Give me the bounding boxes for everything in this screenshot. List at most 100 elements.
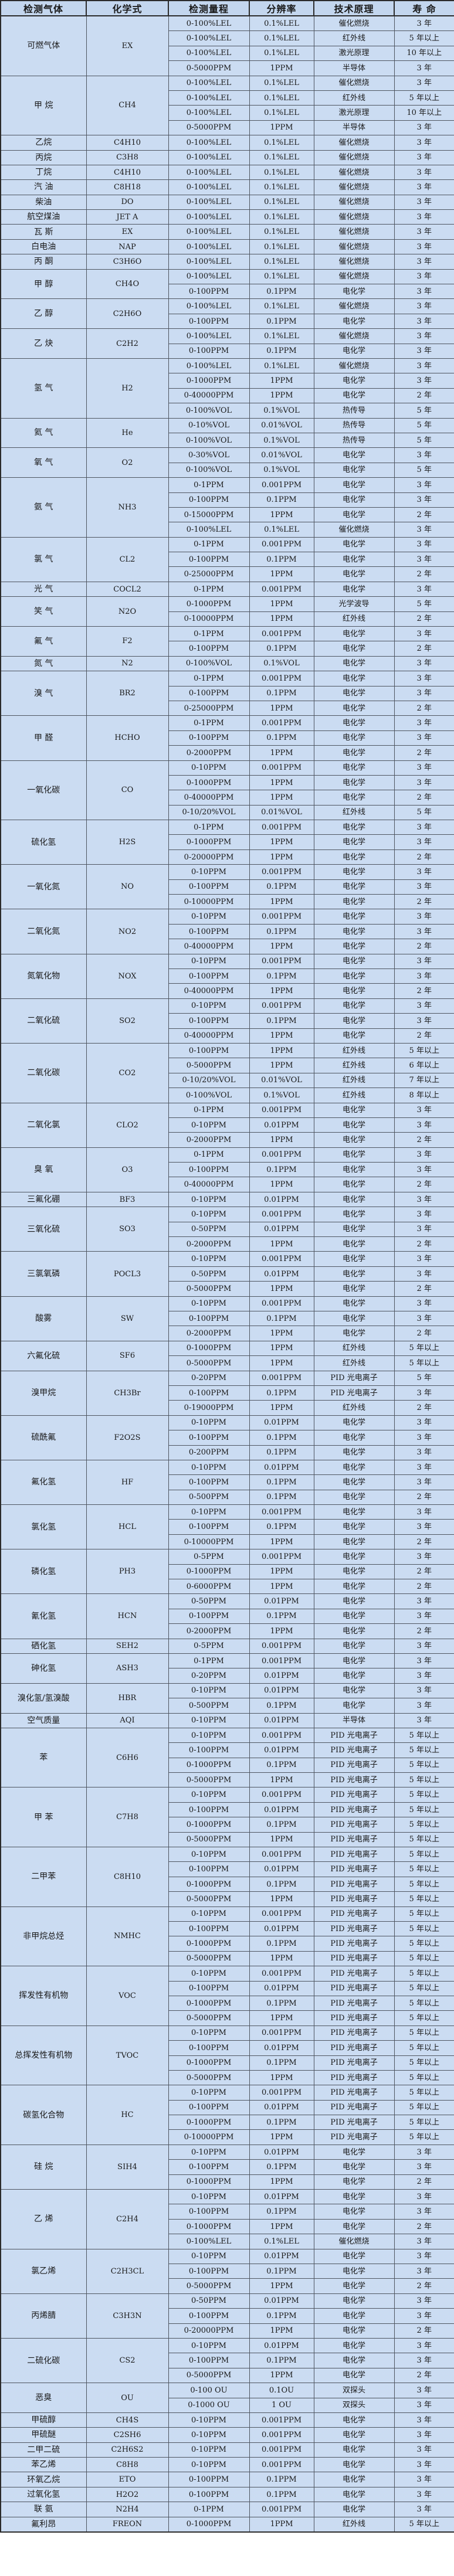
- principle-cell: 电化学: [313, 1266, 395, 1282]
- table-row: 0-10000PPM 1PPM PID 光电离子 5 年以上: [1, 2129, 454, 2145]
- gas-formula-cell: C4H10: [86, 135, 169, 151]
- lifespan-cell: 2 年: [394, 1400, 454, 1416]
- gas-name-cell: 非甲烷总烃: [0, 1906, 87, 1967]
- table-row: 0-100PPM 0.1PPM 电化学 3 年: [1, 685, 454, 701]
- lifespan-cell: 2 年: [394, 1028, 454, 1044]
- table-row: 氯化氢 HCL 0-10PPM 0.001PPM 电化学 3 年: [0, 1504, 454, 1550]
- lifespan-cell: 10 年以上: [394, 105, 454, 121]
- table-row: 0-100%VOL 0.1%VOL 电化学 5 年: [1, 462, 454, 478]
- gas-formula-cell: CH4O: [86, 269, 169, 300]
- table-row: 0-100PPM 0.1PPM 电化学 3 年: [1, 879, 454, 895]
- resolution-cell: 0.1PPM: [249, 1519, 314, 1535]
- table-row: 0-100PPM 0.1PPM 电化学 3 年: [1, 923, 454, 940]
- gas-name-cell: 硫化氢: [0, 820, 87, 865]
- lifespan-cell: 3 年: [394, 2248, 454, 2264]
- table-row: 溴 气 BR2 0-1PPM 0.001PPM 电化学 3 年: [0, 671, 454, 716]
- gas-name-cell: 恶臭: [0, 2383, 87, 2413]
- range-cell: 0-10/20%VOL: [168, 1072, 250, 1089]
- table-row: 0-1000PPM 1PPM 电化学 2 年: [1, 2218, 454, 2235]
- table-row: 0-40000PPM 1PPM 电化学 2 年: [1, 1028, 454, 1044]
- resolution-cell: 0.001PPM: [249, 2412, 314, 2428]
- principle-cell: 电化学: [313, 1623, 395, 1639]
- gas-formula-cell: C8H18: [86, 179, 169, 195]
- resolution-cell: 0.1PPM: [249, 730, 314, 746]
- range-cell: 0-100PPM: [168, 2204, 250, 2220]
- range-cell: 0-50PPM: [168, 2293, 250, 2309]
- lifespan-cell: 2 年: [394, 700, 454, 716]
- gas-name-cell: 丙 酮: [0, 254, 87, 270]
- principle-cell: 电化学: [313, 507, 395, 523]
- table-row: 丙烯腈 C3H3N 0-50PPM 0.01PPM 电化学 3 年: [0, 2293, 454, 2339]
- table-row: 臭 氧 O3 0-1PPM 0.001PPM 电化学 3 年: [0, 1147, 454, 1192]
- resolution-cell: 0.1PPM: [249, 879, 314, 895]
- range-cell: 0-10PPM: [168, 1207, 250, 1222]
- gas-name-cell: 磷化氢: [0, 1549, 87, 1595]
- range-cell: 0-2000PPM: [168, 745, 250, 761]
- range-cell: 0-100PPM: [168, 313, 250, 329]
- gas-name-cell: 一氧化碳: [0, 760, 87, 821]
- resolution-cell: 0.1%LEL: [249, 224, 314, 240]
- principle-cell: PID 光电离子: [313, 1980, 395, 1996]
- principle-cell: 电化学: [313, 1221, 395, 1238]
- resolution-cell: 1PPM: [249, 2516, 314, 2533]
- resolution-cell: 0.001PPM: [249, 1638, 314, 1654]
- table-row: 氟化氢 HF 0-10PPM 0.01PPM 电化学 3 年: [0, 1459, 454, 1506]
- range-cell: 0-100%LEL: [168, 45, 250, 62]
- lifespan-cell: 3 年: [394, 685, 454, 701]
- range-cell: 0-10PPM: [168, 1415, 250, 1431]
- range-cell: 0-40000PPM: [168, 388, 250, 404]
- table-row: 丁烷 C4H10 0-100%LEL 0.1%LEL 催化燃烧 3 年: [0, 164, 454, 181]
- lifespan-cell: 5 年以上: [394, 1757, 454, 1773]
- range-cell: 0-5000PPM: [168, 1355, 250, 1371]
- principle-cell: 半导体: [313, 120, 395, 136]
- resolution-cell: 0.1%LEL: [249, 2234, 314, 2249]
- range-cell: 0-100%LEL: [168, 269, 250, 285]
- gas-formula-cell: NO: [86, 864, 169, 910]
- principle-cell: PID 光电离子: [313, 1385, 395, 1401]
- principle-cell: 半导体: [313, 1712, 395, 1728]
- lifespan-cell: 2 年: [394, 1236, 454, 1252]
- lifespan-cell: 5 年以上: [394, 1980, 454, 1996]
- range-cell: 0-100PPM: [168, 1430, 250, 1446]
- range-cell: 0-19000PPM: [168, 1400, 250, 1416]
- resolution-cell: 0.001PPM: [249, 1370, 314, 1386]
- gas-formula-cell: H2O2: [86, 2486, 169, 2503]
- resolution-cell: 0.001PPM: [249, 536, 314, 553]
- lifespan-cell: 5 年以上: [394, 1891, 454, 1907]
- principle-cell: 电化学: [313, 1445, 395, 1460]
- range-cell: 0-5000PPM: [168, 1950, 250, 1967]
- lifespan-cell: 5 年: [394, 1370, 454, 1386]
- range-cell: 0-100%LEL: [168, 224, 250, 240]
- range-cell: 0-1000PPM: [168, 1817, 250, 1833]
- principle-cell: PID 光电离子: [313, 1817, 395, 1833]
- range-cell: 0-100PPM: [168, 730, 250, 746]
- range-cell: 0-10PPM: [168, 1251, 250, 1267]
- lifespan-cell: 3 年: [394, 2442, 454, 2458]
- resolution-cell: 1PPM: [249, 1831, 314, 1848]
- lifespan-cell: 3 年: [394, 1608, 454, 1625]
- gas-formula-cell: HF: [86, 1459, 169, 1506]
- table-row: 0-25000PPM 1PPM 电化学 2 年: [1, 700, 454, 716]
- lifespan-cell: 3 年: [394, 655, 454, 672]
- gas-name-cell: 氟 气: [0, 626, 87, 657]
- table-row: 苯 C6H6 0-10PPM 0.001PPM PID 光电离子 5 年以上: [0, 1727, 454, 1788]
- range-cell: 0-100PPM: [168, 2040, 250, 2056]
- gas-name-cell: 砷化氢: [0, 1653, 87, 1684]
- table-row: 0-50PPM 0.01PPM 电化学 3 年: [1, 1266, 454, 1282]
- range-cell: 0-5000PPM: [168, 1891, 250, 1907]
- range-cell: 0-40000PPM: [168, 790, 250, 806]
- resolution-cell: 1PPM: [249, 983, 314, 999]
- table-row: 挥发性有机物 VOC 0-10PPM 0.001PPM PID 光电离子 5 年以上: [0, 1966, 454, 2026]
- range-cell: 0-1000PPM: [168, 596, 250, 612]
- table-row: 硫酰氟 F2O2S 0-10PPM 0.01PPM 电化学 3 年: [0, 1415, 454, 1460]
- resolution-cell: 0.1PPM: [249, 284, 314, 300]
- lifespan-cell: 3 年: [394, 254, 454, 270]
- range-cell: 0-100%VOL: [168, 462, 250, 478]
- gas-name-cell: 臭 氧: [0, 1147, 87, 1192]
- lifespan-cell: 3 年: [394, 1147, 454, 1163]
- table-row: 0-5000PPM 1PPM PID 光电离子 5 年以上: [1, 1891, 454, 1907]
- table-row: 0-5000PPM 1PPM 电化学 2 年: [1, 1281, 454, 1297]
- lifespan-cell: 3 年: [394, 373, 454, 389]
- principle-cell: 电化学: [313, 2308, 395, 2324]
- lifespan-cell: 3 年: [394, 1519, 454, 1535]
